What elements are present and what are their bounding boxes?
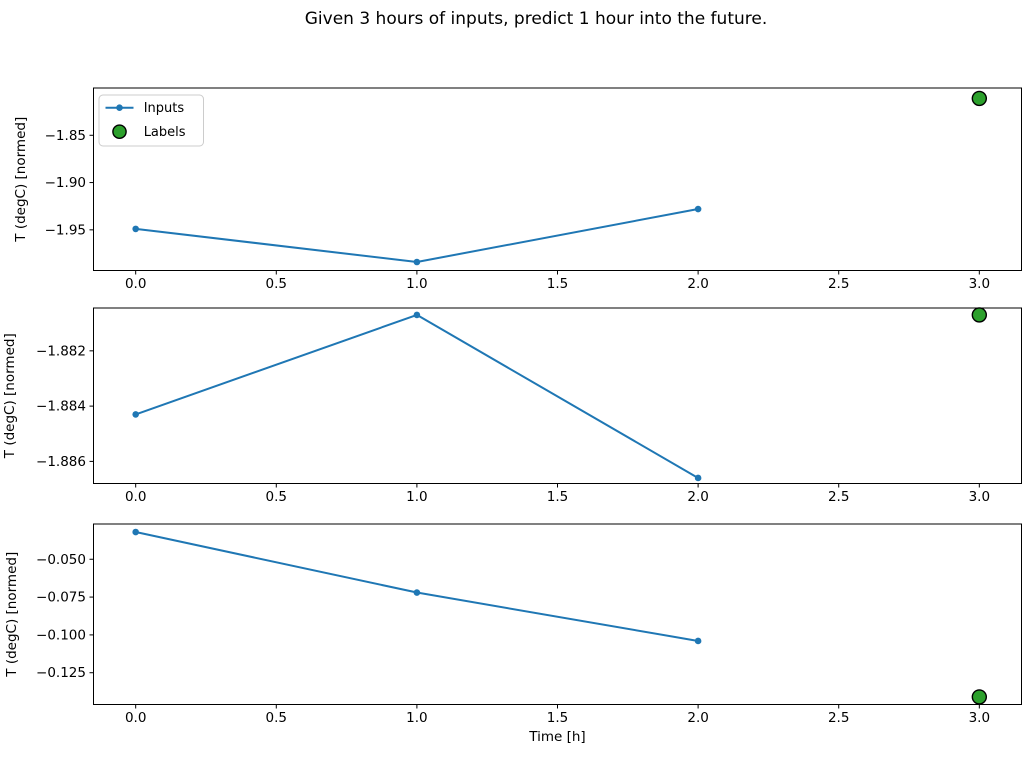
y-axis-label: T (degC) [normed] — [13, 117, 29, 243]
x-tick-label: 2.5 — [828, 276, 849, 292]
x-tick-label: 0.5 — [266, 276, 287, 292]
subplot-3: 0.0 0.5 1.0 1.5 2.0 2.5 3.0 −0.050 −0.075 −0.100 −… — [4, 523, 1022, 745]
x-tick-label: 0.5 — [266, 489, 287, 505]
label-marker — [971, 307, 988, 323]
legend: Inputs Labels — [98, 94, 204, 147]
legend-labels-circle-icon — [112, 124, 127, 139]
input-marker — [694, 474, 702, 482]
input-marker — [413, 258, 421, 266]
y-tick-label: −1.95 — [45, 222, 86, 238]
x-tick-label: 3.0 — [969, 489, 990, 505]
y-tick-label: −0.100 — [36, 627, 86, 643]
x-tick-label: 2.5 — [828, 489, 849, 505]
legend-inputs-dot-icon — [116, 104, 123, 111]
x-tick-label: 1.0 — [406, 710, 427, 726]
x-tick-label: 1.5 — [547, 276, 568, 292]
inputs-line — [134, 208, 700, 263]
y-tick-label: −1.882 — [36, 343, 86, 359]
axes-border — [93, 523, 1022, 705]
y-tick-label: −1.85 — [45, 128, 86, 144]
inputs-line — [134, 313, 700, 479]
legend-inputs-label: Inputs — [144, 101, 185, 116]
y-tick-label: −0.075 — [36, 590, 86, 606]
input-marker — [132, 225, 139, 233]
x-tick-label: 2.0 — [687, 489, 708, 505]
y-tick-label: −1.886 — [36, 454, 86, 470]
input-marker — [413, 311, 421, 319]
input-marker — [132, 411, 139, 418]
x-tick-label: 0.0 — [125, 489, 146, 505]
y-tick-label: −1.90 — [45, 175, 86, 191]
inputs-line — [134, 531, 700, 642]
input-marker — [132, 528, 139, 536]
axes-border — [93, 87, 1022, 271]
input-marker — [694, 637, 702, 645]
y-axis-label: T (degC) [normed] — [2, 333, 18, 459]
x-tick-label: 1.0 — [406, 489, 427, 505]
x-tick-label: 1.0 — [406, 276, 427, 292]
y-axis-label: T (degC) [normed] — [4, 552, 20, 678]
x-tick-label: 3.0 — [969, 276, 990, 292]
x-axis-label: Time [h] — [528, 729, 585, 745]
label-marker — [971, 90, 988, 107]
x-tick-label: 0.0 — [125, 276, 146, 292]
subplot-2: 0.0 0.5 1.0 1.5 2.0 2.5 3.0 −1.882 −1.884 −1.886 T… — [2, 307, 1022, 505]
input-marker — [413, 589, 421, 596]
x-tick-label: 3.0 — [969, 710, 990, 726]
x-tick-label: 0.5 — [266, 710, 287, 726]
x-tick-label: 1.5 — [547, 710, 568, 726]
y-tick-label: −0.050 — [36, 552, 86, 568]
input-marker — [694, 205, 702, 213]
subplot-1: 0.0 0.5 1.0 1.5 2.0 2.5 3.0 −1.85 −1.90 −1.95 T (d… — [13, 87, 1022, 292]
x-tick-label: 0.0 — [125, 710, 146, 726]
figure-title: Given 3 hours of inputs, predict 1 hour … — [304, 9, 768, 29]
y-tick-label: −1.884 — [36, 399, 86, 415]
x-tick-label: 2.5 — [828, 710, 849, 726]
label-marker — [971, 689, 988, 705]
x-tick-label: 2.0 — [687, 710, 708, 726]
legend-labels-label: Labels — [144, 125, 186, 140]
y-tick-label: −0.125 — [36, 665, 86, 681]
x-tick-label: 1.5 — [547, 489, 568, 505]
x-tick-label: 2.0 — [687, 276, 708, 292]
